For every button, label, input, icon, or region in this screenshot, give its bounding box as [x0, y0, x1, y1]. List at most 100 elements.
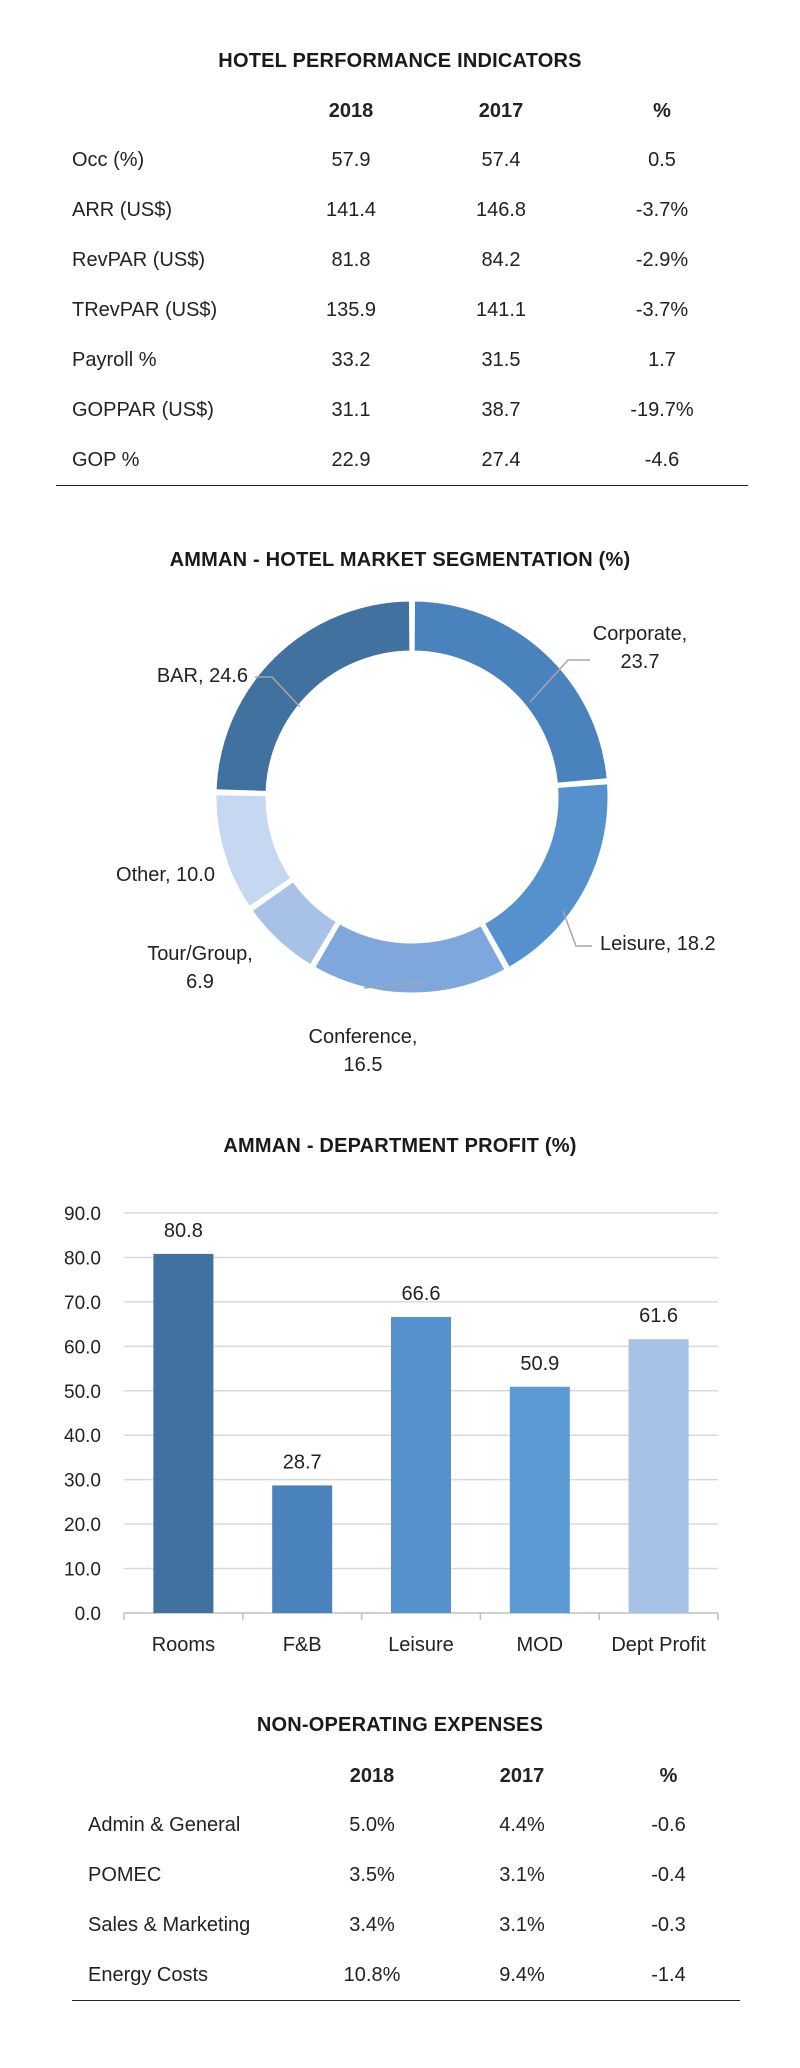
value-2018: 135.9 — [325, 298, 377, 321]
value-change: -0.4 — [651, 1863, 686, 1886]
segmentation-title: AMMAN - HOTEL MARKET SEGMENTATION (%) — [169, 549, 631, 571]
bar-value-label-leisure: 66.6 — [402, 1283, 441, 1305]
row-label: Payroll % — [72, 348, 157, 371]
header-change: % — [653, 99, 671, 122]
donut-slice-leisure — [481, 781, 611, 971]
value-change: -4.6 — [576, 435, 748, 486]
non-operating-title: NON-OPERATING EXPENSES — [256, 1714, 544, 1736]
value-2017: 3.1% — [499, 1913, 545, 1936]
value-2018: 3.5% — [349, 1863, 395, 1886]
value-2018: 33.2 — [331, 348, 371, 371]
slice-label-other: Other, 10.0 — [116, 864, 215, 886]
bar-rooms — [153, 1253, 214, 1613]
non-operating-header-row: 2018 2017 % — [72, 1752, 740, 1800]
y-tick-label: 30.0 — [64, 1471, 101, 1492]
row-label: GOPPAR (US$) — [72, 398, 214, 421]
value-2017: 4.4% — [499, 1813, 545, 1836]
value-2017: 146.8 — [475, 198, 527, 221]
leader-line-leisure — [562, 910, 592, 947]
header-2018: 2018 — [349, 1764, 395, 1787]
leader-line-corporate — [529, 659, 590, 703]
value-2018: 10.8% — [297, 1950, 447, 2001]
performance-header-row: 2018 2017 % — [56, 87, 748, 135]
header-label — [56, 87, 276, 135]
value-change: 1.7 — [648, 348, 676, 371]
table-row: GOP % 22.9 27.4 -4.6 — [56, 435, 748, 486]
performance-title: HOTEL PERFORMANCE INDICATORS — [218, 50, 582, 72]
x-tick-label-rooms: Rooms — [152, 1634, 215, 1656]
value-change: -3.7% — [635, 198, 689, 221]
y-tick-label: 90.0 — [64, 1204, 101, 1225]
bar-value-label-mod: 50.9 — [520, 1353, 559, 1375]
value-2017: 27.4 — [426, 435, 576, 486]
y-tick-label: 50.0 — [64, 1382, 101, 1403]
donut-slice-corporate — [411, 598, 610, 786]
leader-line-conference — [363, 981, 426, 989]
header-2017: 2017 — [478, 99, 524, 122]
table-row: RevPAR (US$) 81.8 84.2 -2.9% — [56, 235, 748, 285]
bar-value-label-f-b: 28.7 — [283, 1451, 322, 1473]
value-2018: 5.0% — [349, 1813, 395, 1836]
value-2017: 3.1% — [499, 1863, 545, 1886]
donut-slice-other — [213, 792, 295, 910]
x-tick-label-dept-profit: Dept Profit — [611, 1634, 706, 1656]
value-2018: 57.9 — [331, 148, 371, 171]
department-profit-bar-chart: 0.0 10.0 20.0 30.0 40.0 50.0 60.0 70.0 80.0 90.0 8… — [64, 1204, 719, 1656]
bar-mod — [509, 1386, 570, 1613]
row-label: TRevPAR (US$) — [72, 298, 218, 321]
x-tick-label-mod: MOD — [516, 1634, 563, 1656]
department-profit-title: AMMAN - DEPARTMENT PROFIT (%) — [223, 1135, 577, 1157]
value-2017: 84.2 — [481, 248, 521, 271]
value-2018: 3.4% — [349, 1913, 395, 1936]
y-tick-label: 20.0 — [64, 1515, 101, 1536]
slice-label-tour-group: Tour/Group, 6.9 — [147, 943, 253, 993]
donut-slice-bar — [213, 598, 413, 794]
slice-label-bar: BAR, 24.6 — [157, 665, 248, 687]
value-change: -0.3 — [651, 1913, 686, 1936]
table-row: Sales & Marketing 3.4% 3.1% -0.3 — [72, 1900, 740, 1950]
header-label — [72, 1752, 297, 1800]
table-row: Payroll % 33.2 31.5 1.7 — [56, 335, 748, 385]
donut-slice-conference — [311, 920, 509, 996]
value-2018: 81.8 — [331, 248, 371, 271]
row-label: GOP % — [56, 435, 276, 486]
value-2017: 31.5 — [481, 348, 521, 371]
value-change: -3.7% — [635, 298, 689, 321]
value-change: -0.6 — [651, 1813, 686, 1836]
row-label: Sales & Marketing — [88, 1913, 251, 1936]
slice-label-conference: Conference, 16.5 — [309, 1026, 418, 1076]
y-tick-label: 80.0 — [64, 1248, 101, 1269]
segmentation-donut-chart: Corporate, 23.7 Leisure, 18.2 Conference, 16… — [116, 598, 716, 1076]
header-2018: 2018 — [328, 99, 374, 122]
value-2017: 38.7 — [481, 398, 521, 421]
row-label: Occ (%) — [72, 148, 145, 171]
table-row: Admin & General 5.0% 4.4% -0.6 — [72, 1800, 740, 1850]
donut-slice-tour-group — [248, 878, 340, 969]
row-label: ARR (US$) — [72, 198, 173, 221]
row-label: Admin & General — [88, 1813, 241, 1836]
non-operating-table: 2018 2017 % Admin & General 5.0% 4.4% -0.6 … — [72, 1752, 740, 2001]
value-2018: 22.9 — [276, 435, 426, 486]
bar-value-label-rooms: 80.8 — [164, 1220, 203, 1242]
table-row: Energy Costs 10.8% 9.4% -1.4 — [72, 1950, 740, 2001]
slice-label-corporate: Corporate, 23.7 — [593, 623, 688, 673]
row-label: RevPAR (US$) — [72, 248, 205, 271]
table-row: ARR (US$) 141.4 146.8 -3.7% — [56, 185, 748, 235]
table-row: TRevPAR (US$) 135.9 141.1 -3.7% — [56, 285, 748, 335]
bar-leisure — [391, 1317, 451, 1613]
bar-f-b — [272, 1485, 333, 1613]
table-row: GOPPAR (US$) 31.1 38.7 -19.7% — [56, 385, 748, 435]
x-tick-label-f-b: F&B — [283, 1634, 322, 1656]
slice-label-leisure: Leisure, 18.2 — [600, 933, 716, 955]
header-2017: 2017 — [499, 1764, 545, 1787]
row-label: Energy Costs — [72, 1950, 297, 2001]
table-row: Occ (%) 57.9 57.4 0.5 — [56, 135, 748, 185]
bar-value-label-dept-profit: 61.6 — [639, 1305, 678, 1327]
leader-line-bar — [255, 676, 301, 708]
y-tick-label: 40.0 — [64, 1426, 101, 1447]
x-tick-label-leisure: Leisure — [388, 1634, 454, 1656]
value-change: -2.9% — [635, 248, 689, 271]
value-2017: 9.4% — [447, 1950, 597, 2001]
table-row: POMEC 3.5% 3.1% -0.4 — [72, 1850, 740, 1900]
header-change: % — [659, 1764, 678, 1787]
